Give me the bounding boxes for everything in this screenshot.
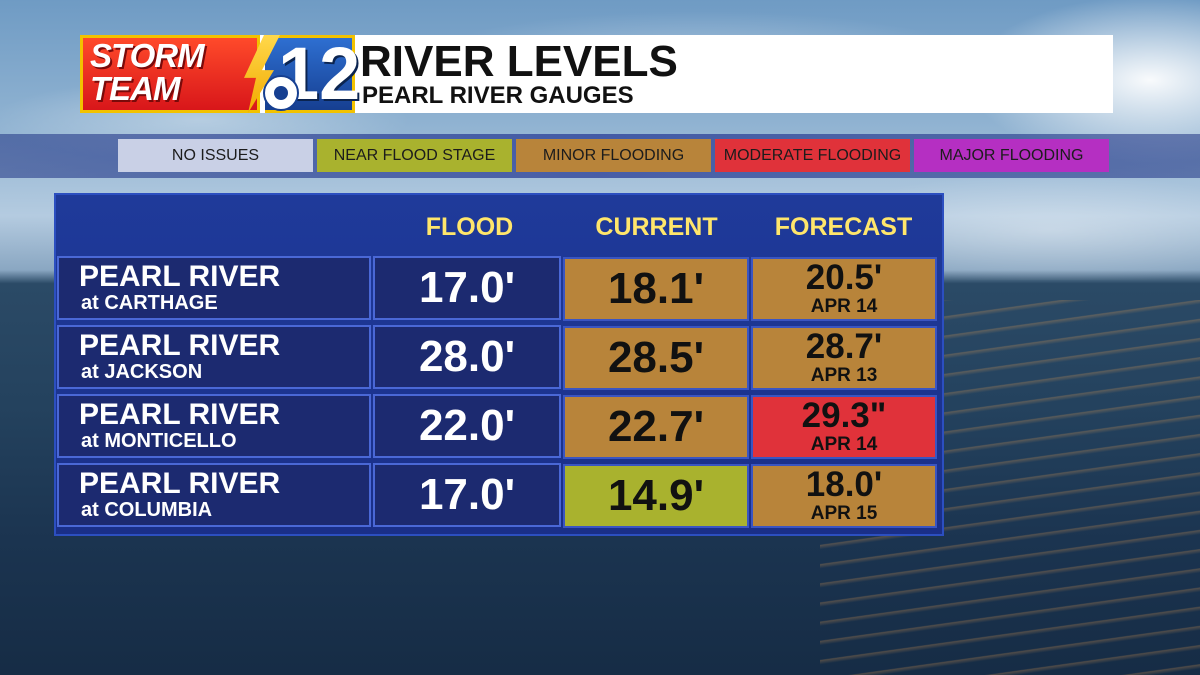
river-location: at COLUMBIA xyxy=(81,499,213,521)
row-monticello-flood: 22.0' xyxy=(373,394,561,458)
column-header-flood: FLOOD xyxy=(425,213,514,241)
legend-near-flood-stage: NEAR FLOOD STAGE xyxy=(317,139,512,172)
row-columbia-forecast: 18.0' APR 15 xyxy=(751,464,937,528)
row-jackson-forecast: 28.7' APR 13 xyxy=(751,326,937,390)
river-location: at JACKSON xyxy=(81,361,203,383)
current-level-value: 18.1' xyxy=(607,264,705,313)
legend-minor-flooding: MINOR FLOODING xyxy=(516,139,711,172)
row-carthage-current: 18.1' xyxy=(563,257,749,321)
station-logo: STORM TEAM 12 xyxy=(80,35,360,113)
cbs-eye-icon xyxy=(263,75,299,111)
river-name: PEARL RIVER xyxy=(79,260,281,293)
forecast-date: APR 14 xyxy=(810,434,878,455)
row-carthage-forecast: 20.5' APR 14 xyxy=(751,257,937,321)
forecast-level-value: 18.0' xyxy=(805,465,883,504)
row-columbia-flood: 17.0' xyxy=(373,463,561,527)
page-subtitle: PEARL RIVER GAUGES xyxy=(362,82,634,109)
logo-word-storm: STORM xyxy=(90,37,205,74)
row-jackson-name: PEARL RIVER at JACKSON xyxy=(57,325,371,389)
column-header-forecast: FORECAST xyxy=(774,213,913,241)
page-title: RIVER LEVELS xyxy=(360,37,678,86)
forecast-date: APR 14 xyxy=(810,296,878,317)
current-level-value: 14.9' xyxy=(607,471,705,520)
current-level-value: 22.7' xyxy=(607,402,705,451)
logo-word-team: TEAM xyxy=(90,70,181,107)
legend-moderate-flooding: MODERATE FLOODING xyxy=(715,139,910,172)
forecast-date: APR 15 xyxy=(810,503,878,524)
legend-major-flooding: MAJOR FLOODING xyxy=(914,139,1109,172)
row-columbia-current: 14.9' xyxy=(563,464,749,528)
river-name: PEARL RIVER xyxy=(79,467,281,500)
row-jackson-flood: 28.0' xyxy=(373,325,561,389)
row-columbia-name: PEARL RIVER at COLUMBIA xyxy=(57,463,371,527)
row-monticello-forecast: 29.3" APR 14 xyxy=(751,395,937,459)
row-carthage-flood: 17.0' xyxy=(373,256,561,320)
river-location: at MONTICELLO xyxy=(81,430,237,452)
flood-stage-value: 28.0' xyxy=(418,332,516,381)
flood-stage-value: 22.0' xyxy=(418,401,516,450)
river-name: PEARL RIVER xyxy=(79,329,281,362)
forecast-level-value: 29.3" xyxy=(801,396,887,435)
column-header-current: CURRENT xyxy=(595,213,718,241)
row-monticello-current: 22.7' xyxy=(563,395,749,459)
flood-stage-value: 17.0' xyxy=(418,263,516,312)
row-carthage-name: PEARL RIVER at CARTHAGE xyxy=(57,256,371,320)
current-level-value: 28.5' xyxy=(607,333,705,382)
logo-blue-panel xyxy=(265,35,355,113)
legend-no-issues: NO ISSUES xyxy=(118,139,313,172)
row-jackson-current: 28.5' xyxy=(563,326,749,390)
forecast-level-value: 28.7' xyxy=(805,327,883,366)
river-location: at CARTHAGE xyxy=(81,292,218,314)
forecast-date: APR 13 xyxy=(810,365,878,386)
river-name: PEARL RIVER xyxy=(79,398,281,431)
flood-stage-value: 17.0' xyxy=(418,470,516,519)
forecast-level-value: 20.5' xyxy=(805,258,883,297)
row-monticello-name: PEARL RIVER at MONTICELLO xyxy=(57,394,371,458)
